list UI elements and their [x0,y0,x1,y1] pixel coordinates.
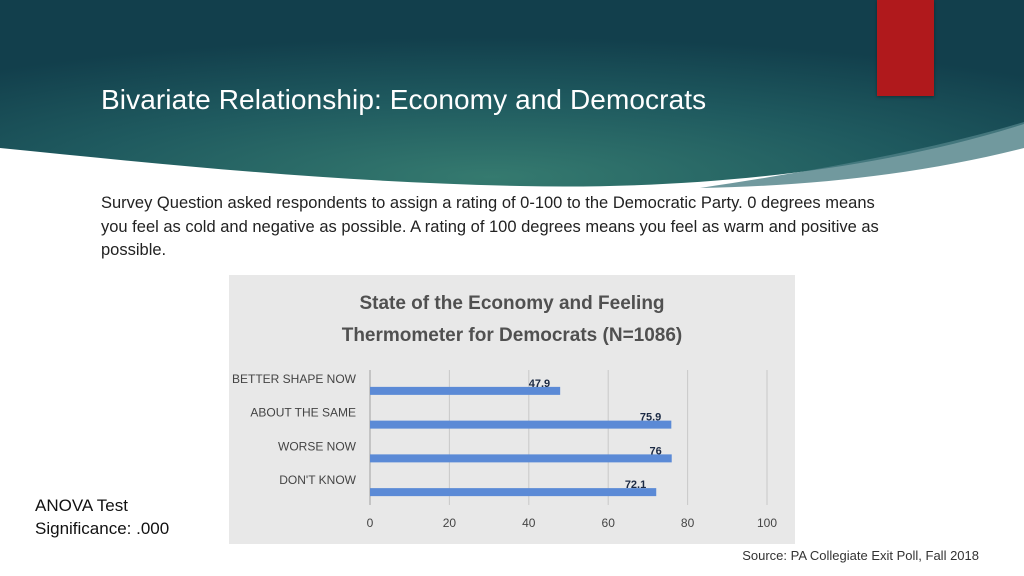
bar [370,420,672,429]
x-tick-label: 100 [757,516,777,530]
bar-chart: State of the Economy and Feeling Thermome… [232,293,777,530]
x-tick-label: 20 [443,516,457,530]
x-tick-label: 80 [681,516,695,530]
chart-title-line-1: State of the Economy and Feeling [359,293,664,314]
chart-panel: State of the Economy and Feeling Thermome… [229,275,795,544]
data-label: 75.9 [640,412,661,424]
category-label: BETTER SHAPE NOW [232,372,357,386]
x-tick-label: 40 [522,516,536,530]
slide-header [0,0,1024,188]
anova-test-label: ANOVA Test [35,496,128,515]
header-accent-swoosh [700,122,1024,188]
data-label: 47.9 [529,378,550,390]
anova-note: ANOVA Test Significance: .000 [35,494,169,540]
accent-tab [877,0,934,96]
bar [370,386,561,395]
data-label: 72.1 [625,479,646,491]
data-label: 76 [649,445,661,457]
category-label: WORSE NOW [278,439,357,453]
anova-significance: Significance: .000 [35,519,170,538]
category-label: DON'T KNOW [279,473,356,487]
x-tick-label: 0 [367,516,374,530]
header-background [0,0,1024,187]
bar [370,454,672,463]
x-tick-label: 60 [602,516,616,530]
bar [370,488,657,497]
chart-title-line-2: Thermometer for Democrats (N=1086) [342,325,683,346]
survey-question-text: Survey Question asked respondents to ass… [101,194,879,259]
slide-title: Bivariate Relationship: Economy and Demo… [101,84,707,115]
category-label: ABOUT THE SAME [250,406,356,420]
source-note: Source: PA Collegiate Exit Poll, Fall 20… [742,548,979,563]
